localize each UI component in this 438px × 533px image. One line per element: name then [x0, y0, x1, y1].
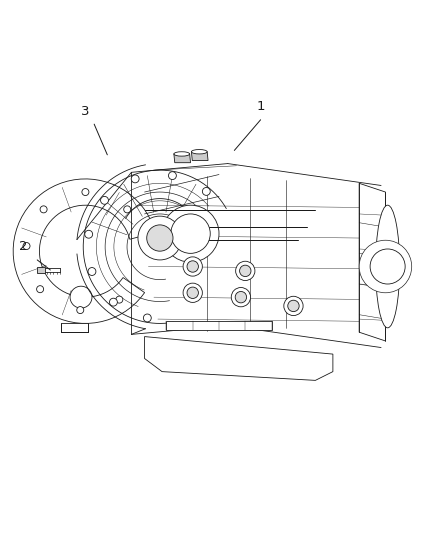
Circle shape [40, 206, 47, 213]
Polygon shape [13, 179, 155, 324]
Circle shape [370, 249, 405, 284]
Circle shape [37, 286, 44, 293]
Polygon shape [145, 336, 333, 381]
Circle shape [359, 240, 412, 293]
Circle shape [110, 298, 117, 306]
Circle shape [183, 257, 202, 276]
Circle shape [116, 296, 123, 303]
Circle shape [231, 287, 251, 307]
Circle shape [187, 287, 198, 298]
Circle shape [171, 214, 210, 253]
Circle shape [284, 296, 303, 316]
Text: 3: 3 [81, 104, 90, 118]
Circle shape [288, 300, 299, 312]
Circle shape [240, 265, 251, 277]
Circle shape [169, 172, 177, 180]
Ellipse shape [375, 205, 399, 328]
Circle shape [23, 243, 30, 249]
Circle shape [236, 261, 255, 280]
Circle shape [124, 206, 131, 213]
Polygon shape [61, 324, 88, 332]
Circle shape [77, 306, 84, 313]
Circle shape [143, 314, 151, 322]
Text: 1: 1 [256, 100, 265, 113]
Ellipse shape [191, 150, 207, 154]
Circle shape [70, 286, 92, 308]
Circle shape [162, 205, 219, 262]
Circle shape [202, 188, 210, 196]
Circle shape [101, 196, 109, 204]
Circle shape [82, 189, 89, 196]
Polygon shape [174, 154, 191, 163]
Circle shape [88, 268, 96, 276]
Polygon shape [359, 183, 385, 341]
Ellipse shape [174, 152, 190, 156]
Text: 2: 2 [19, 240, 28, 253]
Circle shape [147, 225, 173, 251]
Circle shape [235, 292, 247, 303]
Circle shape [85, 230, 93, 238]
Circle shape [183, 283, 202, 302]
Polygon shape [191, 152, 208, 160]
Circle shape [138, 216, 182, 260]
Circle shape [131, 175, 139, 183]
Polygon shape [166, 321, 272, 330]
Polygon shape [37, 267, 45, 273]
Circle shape [187, 261, 198, 272]
